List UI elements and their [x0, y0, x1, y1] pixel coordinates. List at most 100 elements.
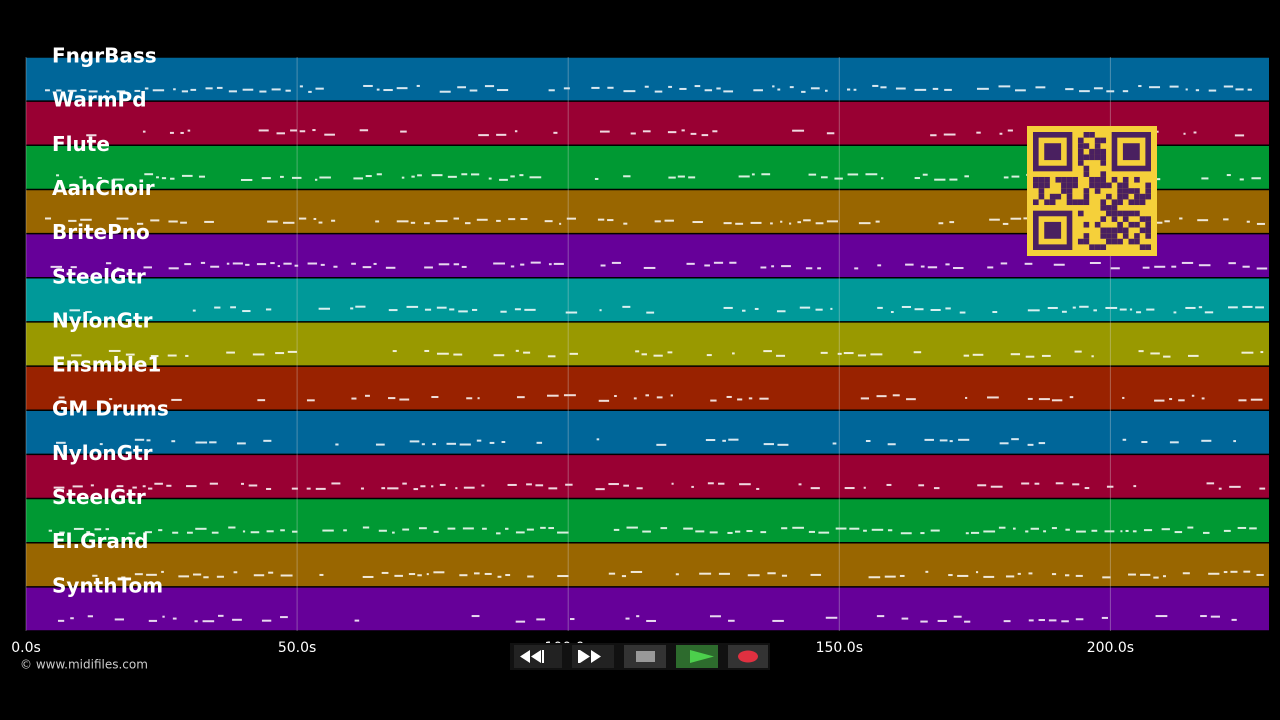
note [376, 88, 380, 91]
note [267, 220, 278, 223]
note [409, 440, 420, 443]
note [548, 263, 552, 266]
note [85, 310, 92, 313]
qr-cell [1145, 244, 1151, 250]
rewind-button[interactable] [514, 645, 562, 668]
note [410, 221, 416, 224]
note [322, 529, 334, 532]
note [365, 394, 370, 397]
play-button[interactable] [676, 645, 718, 668]
note [977, 484, 987, 487]
rewind-icon-bar [542, 650, 544, 663]
note [653, 354, 663, 357]
note [516, 396, 525, 399]
note [275, 352, 285, 355]
note [810, 87, 820, 90]
note [642, 130, 651, 133]
note [132, 486, 137, 489]
note [497, 575, 502, 578]
note [704, 264, 710, 267]
note [983, 575, 995, 578]
qr-cell [1066, 188, 1073, 194]
qr-cell [1100, 154, 1107, 161]
note [240, 178, 253, 181]
fast-forward-button[interactable] [572, 645, 614, 668]
qr-cell [1106, 205, 1112, 211]
note [70, 617, 74, 620]
note [983, 530, 996, 533]
note [1246, 220, 1250, 223]
note [148, 619, 158, 622]
note [499, 178, 508, 181]
note [1142, 266, 1150, 269]
note [810, 487, 820, 490]
note [387, 487, 399, 490]
note [324, 133, 335, 136]
note [975, 571, 979, 574]
note [1200, 615, 1207, 618]
note [1169, 441, 1179, 444]
note [236, 442, 246, 445]
rewind-icon [520, 650, 541, 663]
note [1038, 398, 1050, 401]
note [318, 221, 323, 224]
record-button[interactable] [728, 645, 768, 668]
note [953, 615, 962, 618]
qr-cell [1038, 188, 1045, 194]
note [1208, 89, 1217, 92]
note [154, 482, 163, 485]
note [930, 529, 940, 532]
note [396, 220, 409, 223]
note [50, 265, 63, 268]
note [476, 439, 482, 442]
note [1110, 267, 1120, 270]
note [1223, 529, 1231, 532]
note [86, 531, 91, 534]
note [99, 443, 103, 446]
note [125, 353, 135, 356]
note [1125, 529, 1129, 532]
note [202, 620, 215, 623]
qr-cell [1139, 227, 1146, 234]
note [385, 266, 396, 269]
qr-cell [1122, 227, 1129, 234]
note [548, 487, 558, 490]
note [205, 87, 213, 90]
qr-cell [1100, 205, 1107, 211]
qr-cell [1111, 216, 1118, 222]
note [210, 265, 220, 268]
qr-cell [1122, 176, 1129, 183]
lane-label: NylonGtr [52, 441, 153, 465]
note [1223, 571, 1228, 574]
note [760, 266, 767, 269]
note [1122, 438, 1127, 441]
note [1223, 218, 1229, 221]
note [335, 443, 339, 446]
note [964, 175, 969, 178]
note [178, 575, 190, 578]
lane [26, 366, 1269, 411]
note [633, 397, 637, 400]
note [735, 530, 741, 533]
note [1104, 530, 1115, 533]
qr-cell [1066, 176, 1073, 183]
note [353, 177, 363, 180]
note [257, 399, 266, 402]
note [252, 353, 265, 356]
note [727, 531, 733, 534]
note [1025, 355, 1035, 358]
note [469, 89, 478, 92]
note [94, 528, 102, 531]
note [362, 575, 374, 578]
qr-cell [1111, 176, 1118, 183]
note [939, 439, 948, 442]
stop-button[interactable] [624, 645, 666, 668]
note [500, 310, 507, 313]
note [949, 221, 955, 224]
note [211, 531, 219, 534]
note [803, 219, 811, 222]
note [228, 526, 236, 529]
note [461, 265, 467, 268]
note [510, 175, 515, 178]
note [1030, 527, 1039, 530]
